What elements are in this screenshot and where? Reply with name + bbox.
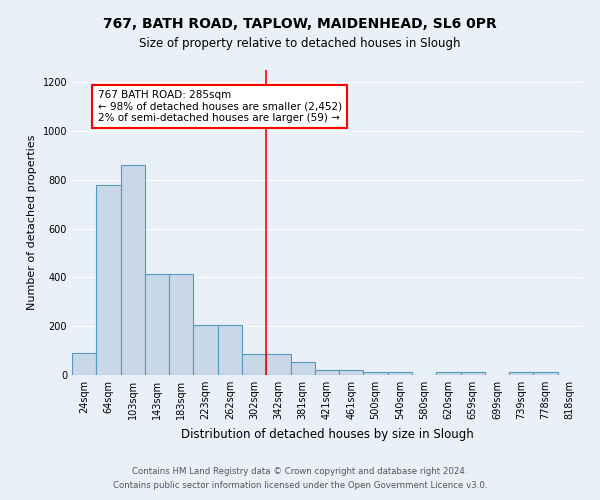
Bar xyxy=(218,325,242,375)
Text: Size of property relative to detached houses in Slough: Size of property relative to detached ho… xyxy=(139,38,461,51)
Bar xyxy=(461,372,485,375)
Y-axis label: Number of detached properties: Number of detached properties xyxy=(27,135,37,310)
Bar xyxy=(533,372,558,375)
Text: Contains HM Land Registry data © Crown copyright and database right 2024.: Contains HM Land Registry data © Crown c… xyxy=(132,467,468,476)
Bar xyxy=(509,372,533,375)
Text: Contains public sector information licensed under the Open Government Licence v3: Contains public sector information licen… xyxy=(113,481,487,490)
X-axis label: Distribution of detached houses by size in Slough: Distribution of detached houses by size … xyxy=(181,428,473,440)
Bar xyxy=(145,274,169,375)
Bar xyxy=(169,274,193,375)
Bar xyxy=(364,372,388,375)
Bar xyxy=(388,372,412,375)
Bar xyxy=(242,354,266,375)
Bar xyxy=(290,362,315,375)
Bar xyxy=(266,354,290,375)
Bar xyxy=(72,353,96,375)
Text: 767 BATH ROAD: 285sqm
← 98% of detached houses are smaller (2,452)
2% of semi-de: 767 BATH ROAD: 285sqm ← 98% of detached … xyxy=(97,90,341,123)
Bar xyxy=(339,370,364,375)
Bar xyxy=(436,372,461,375)
Bar xyxy=(193,325,218,375)
Bar xyxy=(96,184,121,375)
Bar xyxy=(315,370,339,375)
Bar xyxy=(121,165,145,375)
Text: 767, BATH ROAD, TAPLOW, MAIDENHEAD, SL6 0PR: 767, BATH ROAD, TAPLOW, MAIDENHEAD, SL6 … xyxy=(103,18,497,32)
